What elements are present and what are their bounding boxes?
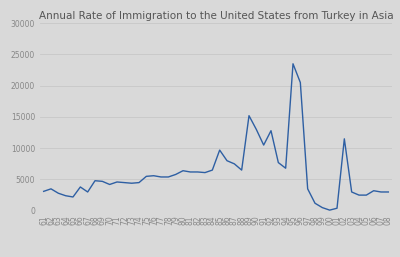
- Title: Annual Rate of Immigration to the United States from Turkey in Asia: Annual Rate of Immigration to the United…: [39, 11, 393, 21]
